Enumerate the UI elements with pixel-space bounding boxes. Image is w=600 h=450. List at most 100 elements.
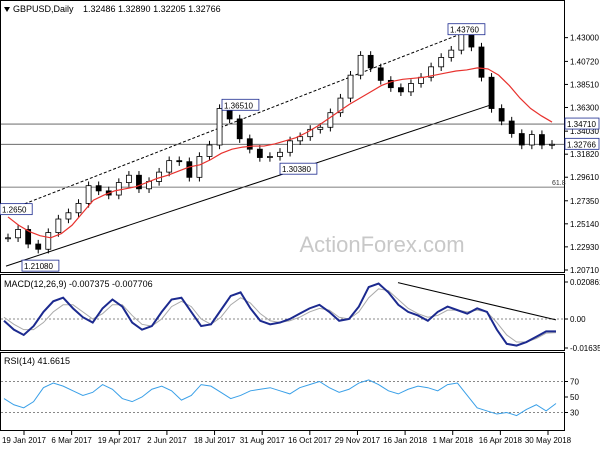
candle-body [539, 134, 545, 146]
candle-body [428, 66, 435, 78]
x-tick-label: 19 Jan 2017 [2, 436, 47, 445]
candle-body [478, 46, 485, 78]
macd-panel-frame [0, 274, 565, 351]
rsi-series [3, 379, 557, 417]
candle-body [297, 136, 304, 142]
price-panel-frame [0, 0, 565, 273]
price-label: 1.43760 [450, 26, 479, 35]
x-tick-label: 16 Jan 2018 [383, 436, 428, 445]
price-label: 1.36510 [224, 101, 253, 110]
candle-body [25, 229, 32, 245]
price-y-tick-label: 1.38510 [570, 80, 599, 89]
price-y-tick-label: 1.29610 [570, 173, 599, 182]
rsi-y-tick-label: 70 [570, 378, 579, 387]
macd-series [3, 282, 557, 347]
candle-body [307, 128, 314, 138]
candle-body [85, 185, 92, 204]
price-y-tick-label: 1.36300 [570, 103, 599, 112]
candle-body [15, 229, 21, 239]
candle-body [498, 108, 505, 122]
candle-body [528, 134, 535, 146]
x-tick-label: 1 Mar 2018 [432, 436, 473, 445]
candle-body [347, 74, 354, 99]
moving-average-line [7, 67, 553, 239]
x-tick-label: 6 Mar 2017 [51, 436, 92, 445]
price-label-box [221, 98, 260, 111]
x-axis: 19 Jan 2017 6 Mar 2017 19 Apr 2017 2 Jun 20… [2, 431, 572, 445]
price-y-tick-label: 1.31820 [570, 150, 599, 159]
price-y-tick-label: 1.40720 [570, 57, 599, 66]
candle-body [337, 97, 344, 114]
candle-body [317, 126, 324, 130]
price-label-box [21, 259, 60, 272]
candle-body [35, 243, 42, 250]
macd-y-tick-label: 0.020861 [570, 278, 600, 287]
x-tick-label: 30 May 2018 [525, 436, 572, 445]
candle-body [166, 160, 173, 173]
price-y-tick-label: 1.27350 [570, 197, 599, 206]
candle-body [186, 161, 193, 178]
candle-body [95, 185, 102, 192]
candle-body [549, 143, 555, 146]
candle-body [277, 151, 283, 157]
fib-level-label: 61.8 [552, 180, 566, 187]
candle-body [5, 237, 11, 240]
price-label: 1.2650 [2, 206, 27, 215]
candle-body [508, 120, 515, 134]
candle-body [45, 232, 52, 250]
macd-divergence-trendline [397, 282, 557, 321]
price-label-box [447, 23, 486, 36]
x-tick-label: 18 Jul 2017 [194, 436, 236, 445]
candle-body [287, 140, 293, 153]
candle-body [65, 212, 72, 220]
candle-body [246, 138, 253, 150]
symbol-label: GBPUSD,Daily [13, 4, 74, 14]
moving-average-series [7, 67, 553, 239]
rsi-label: RSI(14) 41.6615 [4, 356, 70, 366]
watermark: ActionForex.com [299, 232, 464, 257]
x-tick-label: 2 Jun 2017 [147, 436, 187, 445]
candle-body [216, 108, 223, 146]
candle-body [236, 118, 243, 140]
price-label: 1.30380 [282, 165, 311, 174]
level-value-box [564, 137, 600, 150]
rsi-y-tick-label: 30 [570, 409, 579, 418]
price-label: 1.21080 [24, 262, 53, 271]
candle-body [196, 156, 203, 178]
candle-body [488, 76, 495, 109]
candle-body [377, 67, 384, 81]
rsi-line [3, 379, 557, 417]
candle-body [136, 174, 142, 190]
candle-body [176, 160, 183, 163]
price-y-axis: 1.43000 1.40720 1.38510 1.36300 1.34030 1.318… [564, 34, 599, 275]
chart-header: GBPUSD,Daily 1.32486 1.32890 1.32205 1.3… [4, 4, 221, 14]
x-tick-label: 31 Aug 2017 [240, 436, 285, 445]
candle-body [115, 182, 122, 196]
level-value-label: 1.32766 [567, 140, 596, 149]
price-label-box [0, 203, 33, 216]
x-tick-label: 19 Apr 2017 [98, 436, 142, 445]
candle-body [397, 87, 404, 93]
candle-body [387, 79, 394, 89]
candle-body [327, 112, 334, 128]
macd-line [3, 282, 556, 347]
rsi-y-tick-label: 50 [570, 393, 579, 402]
candle-body [125, 174, 132, 183]
channel-lower-trendline [5, 104, 491, 267]
candle-body [438, 57, 445, 68]
price-y-tick-label: 1.22930 [570, 243, 599, 252]
level-value-box [564, 117, 600, 130]
rsi-y-axis: 70 50 30 [1, 378, 579, 418]
dropdown-triangle-icon [4, 7, 10, 12]
ohlc-values: 1.32486 1.32890 1.32205 1.32766 [83, 4, 221, 14]
price-y-tick-label: 1.34030 [570, 127, 599, 136]
candle-body [75, 202, 82, 214]
price-y-tick-label: 1.43000 [570, 34, 599, 43]
rsi-panel-frame [0, 352, 565, 431]
price-label-box [279, 162, 318, 175]
candle-body [367, 54, 374, 69]
price-y-tick-label: 1.20710 [570, 266, 599, 275]
candle-body [256, 148, 263, 158]
